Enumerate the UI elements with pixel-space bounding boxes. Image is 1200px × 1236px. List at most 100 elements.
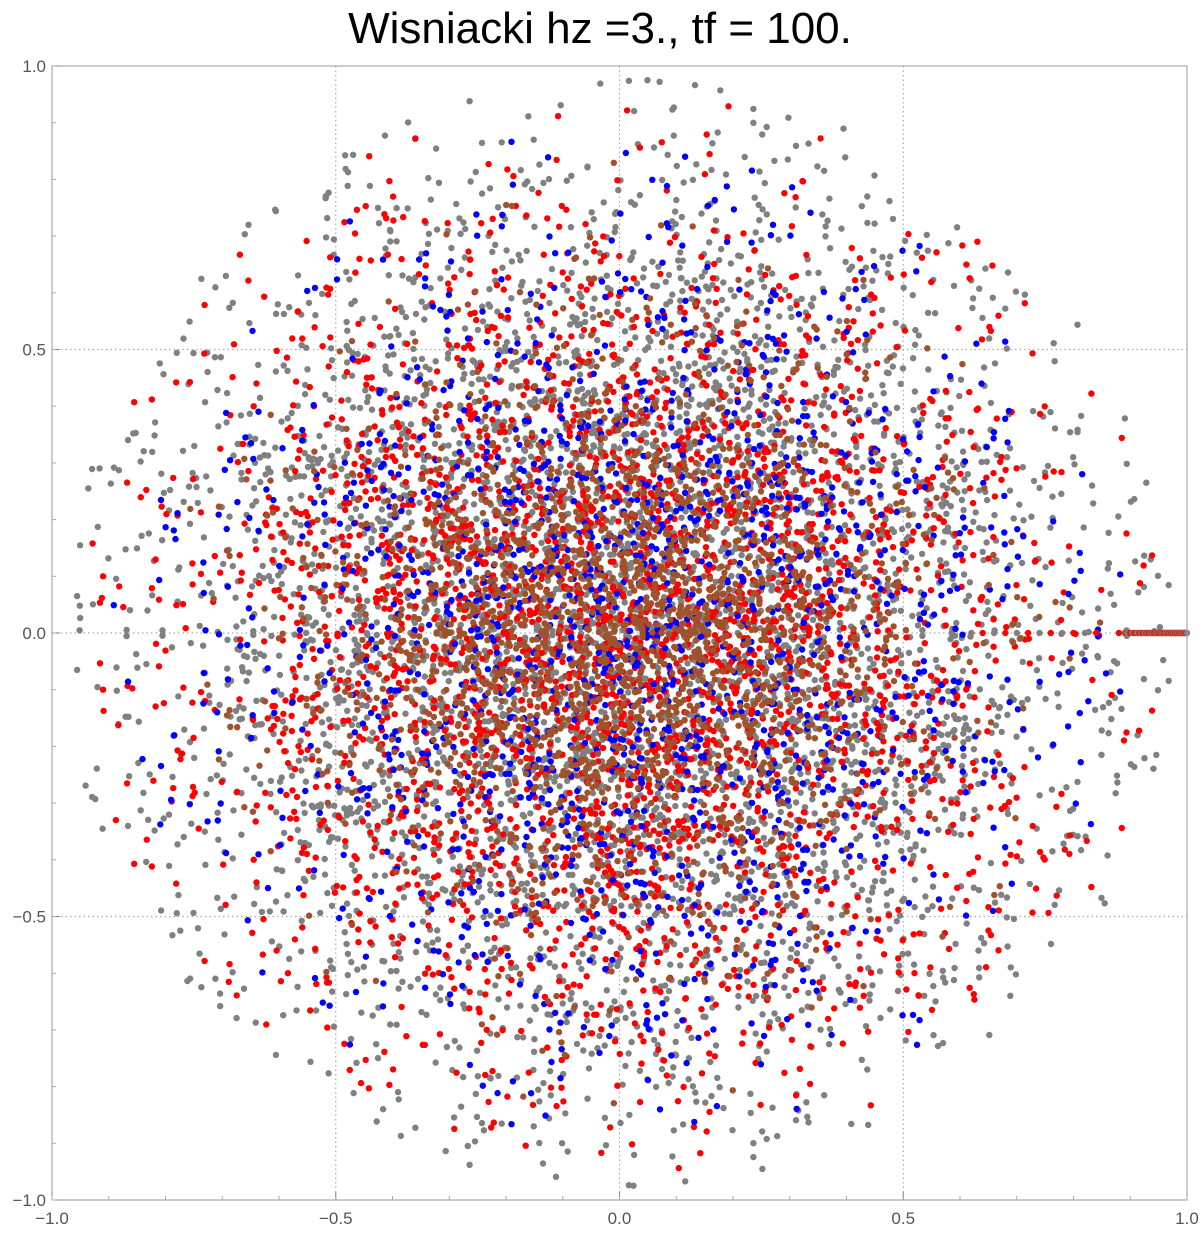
data-point <box>374 457 382 464</box>
data-point <box>745 403 752 410</box>
data-point <box>525 495 532 502</box>
data-point <box>856 395 864 402</box>
data-point <box>622 1062 629 1070</box>
data-point <box>158 470 165 477</box>
data-point <box>199 642 207 649</box>
data-point <box>702 770 710 777</box>
data-point <box>434 607 441 615</box>
data-point <box>670 1127 677 1134</box>
data-point <box>697 767 704 774</box>
data-point <box>1165 677 1172 685</box>
data-point <box>611 718 618 726</box>
data-point <box>610 897 618 905</box>
data-point <box>366 736 373 743</box>
data-point <box>434 936 442 943</box>
data-point <box>158 537 166 544</box>
data-point <box>567 933 574 940</box>
data-point <box>864 193 871 200</box>
data-point <box>527 453 535 460</box>
data-point <box>929 687 936 695</box>
data-point <box>379 1106 387 1113</box>
data-point <box>708 1092 715 1100</box>
data-point <box>502 759 509 766</box>
data-point <box>354 966 361 973</box>
data-point <box>806 686 813 694</box>
data-point <box>528 488 535 495</box>
data-point <box>781 984 788 991</box>
data-point <box>835 356 842 363</box>
data-point <box>653 282 661 290</box>
data-point <box>616 445 623 452</box>
data-point <box>149 448 156 456</box>
data-point <box>252 537 259 544</box>
data-point <box>272 1051 280 1059</box>
data-point <box>138 532 145 539</box>
data-point <box>760 417 768 424</box>
data-point <box>763 123 770 131</box>
data-point <box>389 835 396 843</box>
data-point <box>866 594 873 601</box>
data-point <box>892 799 899 806</box>
data-point <box>820 860 828 867</box>
data-point <box>826 245 834 252</box>
data-point <box>336 653 344 661</box>
data-point <box>584 1017 591 1024</box>
data-point <box>590 442 597 449</box>
data-point <box>432 509 439 516</box>
data-point <box>929 883 937 890</box>
data-point <box>180 335 187 342</box>
data-point <box>650 144 658 151</box>
data-point <box>763 1135 770 1143</box>
data-point <box>905 522 912 529</box>
data-point <box>735 992 742 1000</box>
data-point <box>1051 901 1058 908</box>
data-point <box>852 406 859 414</box>
data-point <box>173 349 180 356</box>
data-point <box>861 749 869 756</box>
data-point <box>203 473 210 480</box>
data-point <box>555 901 562 908</box>
data-point <box>722 839 729 846</box>
data-point <box>578 965 585 973</box>
data-point <box>76 602 84 609</box>
data-point <box>578 397 586 404</box>
data-point <box>883 369 891 376</box>
data-point <box>208 589 215 597</box>
data-point <box>368 853 376 860</box>
data-point <box>827 915 835 922</box>
data-point <box>643 439 650 446</box>
data-point <box>344 169 352 176</box>
data-point <box>689 176 697 183</box>
data-point <box>327 957 334 964</box>
data-point <box>255 361 262 369</box>
data-point <box>915 332 922 339</box>
data-point <box>669 1153 676 1160</box>
data-point <box>551 963 559 970</box>
data-point <box>347 804 354 812</box>
data-point <box>734 348 741 355</box>
data-point <box>229 373 236 381</box>
data-point <box>485 718 492 725</box>
data-point <box>133 545 141 552</box>
data-point <box>649 258 656 265</box>
data-point <box>728 871 735 878</box>
data-point <box>540 179 547 187</box>
data-point <box>464 1142 471 1150</box>
data-point <box>308 561 316 568</box>
data-point <box>582 310 589 318</box>
data-point <box>682 1178 689 1185</box>
data-point <box>250 627 257 635</box>
data-point <box>436 748 443 756</box>
data-point <box>952 715 959 722</box>
data-point <box>233 1014 240 1022</box>
data-point <box>480 1127 488 1134</box>
data-point <box>538 539 545 547</box>
data-point <box>925 789 932 796</box>
data-point <box>515 251 522 258</box>
data-point <box>870 247 877 254</box>
data-point <box>803 1099 810 1106</box>
data-point <box>734 433 741 441</box>
data-point <box>556 334 563 341</box>
data-point <box>1028 513 1035 520</box>
data-point <box>568 269 575 277</box>
